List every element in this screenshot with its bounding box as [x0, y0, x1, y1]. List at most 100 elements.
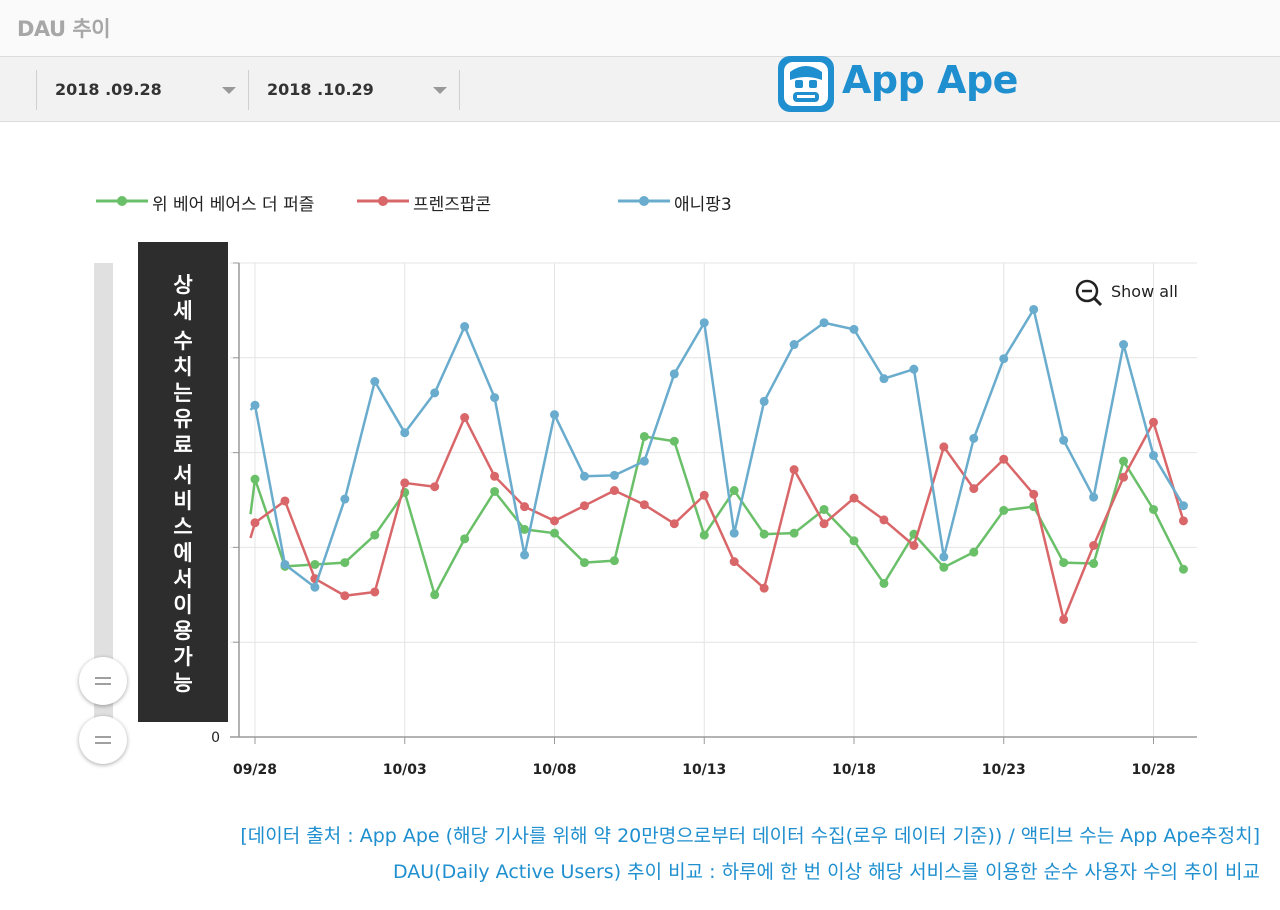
data-point[interactable]	[789, 528, 799, 538]
data-point[interactable]	[759, 529, 769, 539]
data-point[interactable]	[669, 519, 679, 529]
data-point[interactable]	[639, 431, 649, 441]
data-point[interactable]	[1178, 564, 1188, 574]
data-point[interactable]	[1178, 501, 1188, 511]
start-date-select[interactable]: 2018 .09.28	[36, 70, 248, 110]
data-point[interactable]	[310, 582, 320, 592]
data-point[interactable]	[969, 433, 979, 443]
data-point[interactable]	[430, 388, 440, 398]
data-point[interactable]	[969, 484, 979, 494]
data-point[interactable]	[879, 374, 889, 384]
data-point[interactable]	[370, 587, 380, 597]
data-point[interactable]	[1059, 435, 1069, 445]
data-point[interactable]	[1089, 492, 1099, 502]
data-point[interactable]	[1149, 450, 1158, 460]
data-point[interactable]	[999, 505, 1009, 515]
data-point[interactable]	[520, 502, 530, 512]
data-point[interactable]	[909, 364, 919, 374]
zoom-slider-handle-bottom[interactable]	[79, 716, 127, 764]
data-point[interactable]	[879, 578, 889, 588]
data-point[interactable]	[550, 410, 559, 420]
data-point[interactable]	[579, 471, 589, 481]
data-point[interactable]	[639, 456, 649, 466]
data-point[interactable]	[819, 519, 829, 529]
data-point[interactable]	[909, 529, 919, 539]
data-point[interactable]	[1089, 541, 1099, 551]
data-point[interactable]	[819, 504, 829, 514]
data-point[interactable]	[550, 516, 559, 526]
data-point[interactable]	[759, 396, 769, 406]
data-point[interactable]	[609, 486, 619, 496]
data-point[interactable]	[550, 528, 559, 538]
data-point[interactable]	[579, 501, 589, 511]
data-point[interactable]	[490, 393, 500, 403]
data-point[interactable]	[669, 436, 679, 446]
data-point[interactable]	[370, 530, 380, 540]
data-point[interactable]	[1149, 417, 1158, 427]
data-point[interactable]	[609, 470, 619, 480]
data-point[interactable]	[849, 324, 859, 334]
data-point[interactable]	[1119, 340, 1129, 350]
data-point[interactable]	[579, 558, 589, 568]
data-point[interactable]	[310, 574, 320, 584]
data-point[interactable]	[909, 541, 919, 551]
data-point[interactable]	[759, 583, 769, 593]
data-point[interactable]	[250, 474, 260, 484]
data-point[interactable]	[1178, 516, 1188, 526]
data-point[interactable]	[430, 590, 440, 600]
data-point[interactable]	[849, 493, 859, 503]
end-date-select[interactable]: 2018 .10.29	[248, 70, 460, 110]
data-point[interactable]	[310, 559, 320, 569]
zoom-slider-handle-top[interactable]	[79, 657, 127, 705]
data-point[interactable]	[699, 530, 709, 540]
data-point[interactable]	[460, 322, 470, 332]
data-point[interactable]	[460, 534, 470, 544]
data-point[interactable]	[1089, 559, 1099, 569]
data-point[interactable]	[1119, 456, 1129, 466]
data-point[interactable]	[639, 500, 649, 510]
data-point[interactable]	[939, 552, 949, 562]
data-point[interactable]	[1029, 502, 1039, 512]
data-point[interactable]	[1029, 304, 1039, 314]
data-point[interactable]	[370, 377, 380, 386]
data-point[interactable]	[999, 354, 1009, 364]
data-point[interactable]	[340, 494, 350, 504]
data-point[interactable]	[609, 556, 619, 566]
data-point[interactable]	[340, 558, 350, 568]
data-point[interactable]	[969, 547, 979, 557]
data-point[interactable]	[460, 413, 470, 423]
data-point[interactable]	[430, 482, 440, 492]
data-point[interactable]	[999, 454, 1009, 464]
data-point[interactable]	[400, 478, 410, 488]
data-point[interactable]	[1149, 504, 1158, 514]
data-point[interactable]	[849, 536, 859, 546]
data-point[interactable]	[400, 428, 410, 438]
data-point[interactable]	[729, 528, 739, 538]
data-point[interactable]	[1029, 489, 1039, 499]
data-point[interactable]	[669, 369, 679, 379]
data-point[interactable]	[939, 442, 949, 452]
data-point[interactable]	[280, 559, 290, 569]
zoom-slider-track[interactable]	[94, 263, 113, 738]
data-point[interactable]	[729, 557, 739, 567]
data-point[interactable]	[400, 487, 410, 497]
data-point[interactable]	[1119, 472, 1129, 482]
data-point[interactable]	[520, 524, 530, 534]
data-point[interactable]	[729, 486, 739, 496]
data-point[interactable]	[520, 550, 530, 560]
data-point[interactable]	[879, 515, 889, 525]
data-point[interactable]	[789, 340, 799, 350]
data-point[interactable]	[789, 465, 799, 475]
data-point[interactable]	[1059, 614, 1069, 624]
data-point[interactable]	[280, 496, 290, 506]
data-point[interactable]	[699, 490, 709, 500]
data-point[interactable]	[250, 400, 260, 410]
data-point[interactable]	[819, 318, 829, 328]
data-point[interactable]	[939, 562, 949, 572]
data-point[interactable]	[250, 518, 260, 528]
data-point[interactable]	[1059, 558, 1069, 568]
data-point[interactable]	[490, 486, 500, 496]
data-point[interactable]	[699, 318, 709, 328]
data-point[interactable]	[490, 471, 500, 481]
data-point[interactable]	[340, 591, 350, 601]
